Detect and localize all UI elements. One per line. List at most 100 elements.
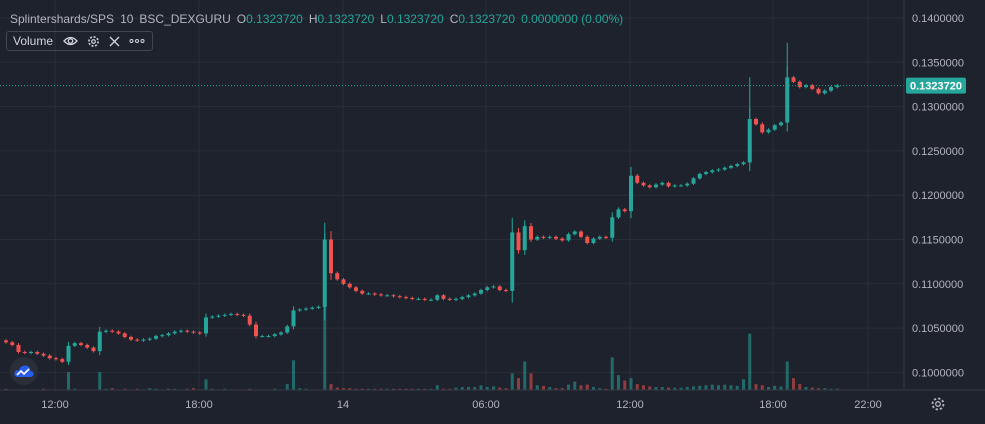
candle-body: [579, 231, 583, 237]
low-label: L: [380, 12, 387, 26]
cloud-chart-icon: [14, 365, 34, 377]
more-icon[interactable]: [129, 38, 145, 44]
candle-body: [779, 122, 783, 126]
candle-body: [222, 314, 227, 316]
brand-logo[interactable]: [10, 357, 38, 385]
volume-bar: [567, 384, 570, 390]
volume-bar: [585, 384, 589, 390]
candle-body: [541, 236, 546, 238]
candle-body: [291, 310, 296, 327]
candle-body: [372, 293, 377, 295]
candle-body: [316, 306, 321, 308]
candle-body: [466, 295, 471, 298]
candle-body: [804, 85, 808, 88]
price-tick-label: 0.1400000: [912, 13, 964, 25]
time-tick-label: 22:00: [854, 399, 882, 411]
volume-bar: [598, 388, 602, 390]
candle-body: [585, 236, 590, 244]
candle-body: [204, 317, 208, 334]
candle-body: [185, 330, 190, 332]
volume-bar: [592, 387, 595, 390]
candle-body: [535, 236, 540, 240]
settings-gear-icon[interactable]: [929, 395, 947, 413]
candle-body: [554, 236, 558, 239]
volume-bar: [673, 387, 677, 390]
volume-bar: [173, 388, 177, 390]
volume-bar: [323, 295, 327, 390]
candle-body: [510, 232, 515, 291]
volume-bar: [548, 387, 552, 390]
candle-body: [172, 331, 177, 334]
candle-body: [616, 209, 621, 218]
symbol-name[interactable]: Splintershards/SPS: [10, 12, 115, 26]
candle-body: [504, 290, 508, 292]
candle-body: [416, 298, 421, 300]
candle-body: [766, 129, 771, 133]
volume-bar: [542, 385, 545, 390]
close-icon[interactable]: [109, 36, 120, 47]
price-tick-label: 0.1300000: [912, 102, 964, 114]
candle-body: [704, 172, 708, 174]
open-label: O: [236, 12, 247, 26]
volume-bar: [273, 388, 277, 390]
candle-body: [641, 182, 646, 186]
candle-body: [447, 298, 452, 300]
candle-body: [341, 279, 346, 284]
volume-bar: [792, 378, 795, 390]
candle-body: [460, 297, 465, 299]
candles: [4, 42, 840, 365]
volume-bar: [398, 388, 402, 390]
volume-bar: [423, 388, 427, 390]
volume-bar: [629, 378, 633, 390]
eye-icon[interactable]: [63, 35, 78, 47]
candle-body: [629, 175, 633, 212]
volume-bar: [110, 388, 114, 390]
candle-body: [491, 286, 496, 288]
candle-body: [485, 287, 490, 291]
volume-bar: [435, 385, 439, 390]
time-tick-label: 18:00: [759, 399, 787, 411]
candle-body: [529, 226, 533, 240]
volume-bar: [835, 388, 839, 390]
volume-bar: [454, 387, 458, 390]
candle-body: [397, 296, 402, 298]
candle-body: [72, 343, 77, 346]
volume-bar: [648, 386, 652, 390]
chart-legend: Splintershards/SPS 10 BSC_DEXGURU O 0.132…: [10, 10, 623, 28]
volume-bar: [167, 388, 170, 390]
candle-body: [210, 316, 215, 318]
candle-body: [47, 355, 52, 359]
volume-bar: [698, 385, 702, 390]
volume-bar: [635, 384, 639, 390]
candle-body: [597, 236, 602, 239]
candle-body: [154, 336, 158, 339]
candle-body: [297, 309, 302, 311]
volume-bar: [498, 387, 502, 390]
candle-body: [560, 238, 565, 241]
volume-bar: [367, 388, 370, 390]
candle-body: [110, 330, 115, 332]
price-axis[interactable]: 0.1400000 0.1350000 0.1300000 0.1250000 0.12…: [912, 13, 964, 379]
interval-label[interactable]: 10: [120, 12, 134, 26]
time-tick-label: 06:00: [472, 399, 500, 411]
candle-body: [835, 85, 840, 88]
candle-body: [304, 308, 308, 310]
volume-bar: [510, 373, 514, 390]
volume-bar: [779, 386, 783, 390]
volume-bar: [767, 387, 770, 390]
candle-body: [379, 294, 383, 296]
time-axis[interactable]: 12:00 18:00 14 06:00 12:00 18:00 22:00: [41, 399, 882, 411]
last-price-value: 0.1323720: [910, 81, 962, 93]
volume-bar: [579, 385, 583, 390]
volume-bar: [204, 379, 208, 390]
candle-body: [360, 290, 365, 294]
volume-bar: [623, 380, 627, 390]
volume-indicator-legend[interactable]: Volume: [6, 31, 153, 51]
gear-icon[interactable]: [87, 35, 100, 48]
volume-bar: [223, 388, 227, 390]
candle-body: [141, 339, 146, 341]
candle-body: [741, 162, 746, 165]
price-tick-label: 0.1100000: [912, 279, 963, 291]
